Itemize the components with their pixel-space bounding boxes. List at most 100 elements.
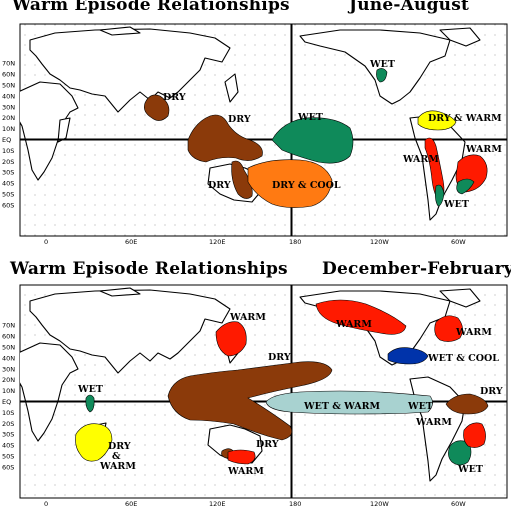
lat-tick-label: 20N — [2, 114, 15, 122]
lat-tick-label: 50N — [2, 82, 15, 90]
region-wet-central-pacific — [271, 117, 354, 164]
panel1-title-left: Warm Episode Relationships — [12, 0, 290, 15]
label-wet-cool: WET & COOL — [427, 353, 499, 364]
lat-tick-label: EQ — [2, 136, 11, 144]
lat-tick-label: 10N — [2, 387, 15, 395]
region-warm-alaska — [315, 299, 407, 335]
lat-tick-label: 50S — [2, 453, 14, 461]
panel2-lon-labels: 0 60E 120E 180 120W 60W — [44, 500, 466, 508]
dry-warm-line3: WARM — [99, 461, 136, 472]
region-wet-us — [376, 68, 388, 83]
label-dry-cool: DRY & COOL — [272, 180, 341, 191]
lat-tick-label: 10S — [2, 147, 14, 155]
label-warm-canada: WARM — [455, 327, 492, 338]
label-dry-warm: DRY & WARM — [428, 113, 502, 124]
lon-tick-label: 60W — [451, 238, 466, 246]
lon-tick-label: 120W — [370, 500, 389, 508]
region-wet-east-africa — [85, 394, 95, 413]
lat-tick-label: 40N — [2, 354, 15, 362]
panel2-frame — [19, 284, 508, 499]
region-wet-sa — [448, 440, 472, 466]
label-warm-south-australia: WARM — [227, 466, 264, 477]
lat-tick-label: 60S — [2, 201, 14, 209]
label-wet-us: WET — [369, 59, 395, 70]
region-dry-australia-east — [231, 160, 253, 199]
label-dry-south-australia: DRY — [256, 439, 279, 450]
label-dry-pacific: DRY — [268, 352, 291, 363]
lat-tick-label: 70N — [2, 60, 15, 68]
region-warm-japan — [215, 321, 247, 357]
lat-tick-label: 50N — [2, 344, 15, 352]
region-dry-warm-central-america — [417, 110, 457, 131]
lat-tick-label: 60N — [2, 71, 15, 79]
lon-tick-label: 180 — [289, 238, 301, 246]
lat-tick-label: 30N — [2, 103, 15, 111]
region-dry-india — [144, 94, 170, 121]
lon-tick-label: 120E — [209, 238, 226, 246]
lat-tick-label: 60N — [2, 333, 15, 341]
lat-tick-label: 40S — [2, 442, 14, 450]
label-dry-warm-south-africa: DRY & WARM — [99, 441, 136, 472]
dry-warm-line2: & — [112, 451, 121, 462]
panel1-frame — [19, 23, 508, 237]
label-dry-indonesia: DRY — [228, 114, 251, 125]
panel2-title-left: Warm Episode Relationships — [10, 259, 288, 279]
region-warm-sa — [463, 422, 486, 448]
lon-tick-label: 0 — [44, 238, 48, 246]
lat-tick-label: 40S — [2, 180, 14, 188]
label-dry-sa: DRY — [480, 386, 503, 397]
lon-tick-label: 60W — [451, 500, 466, 508]
label-dry-australia: DRY — [208, 180, 231, 191]
lat-tick-label: 10N — [2, 125, 15, 133]
lat-tick-label: 30N — [2, 365, 15, 373]
panel1-title-right: June-August — [349, 0, 470, 15]
label-wet-warm: WET & WARM — [303, 401, 380, 412]
lon-tick-label: 120W — [370, 238, 389, 246]
region-dry-indonesia — [187, 114, 263, 163]
panel1-lat-labels: 70N 60N 50N 40N 30N 20N 10N EQ 10S 20S 30S 40S 50S 60… — [2, 60, 15, 210]
region-dry-indonesia-pacific — [167, 361, 333, 441]
region-warm-south-australia — [227, 449, 256, 465]
lat-tick-label: 20S — [2, 420, 14, 428]
region-wet-southern-sa — [435, 178, 475, 207]
lat-tick-label: 20S — [2, 158, 14, 166]
lat-tick-label: 30S — [2, 169, 14, 177]
panel1-map: 70N 60N 50N 40N 30N 20N 10N EQ 10S 20S 30S 40S 50S 60… — [2, 23, 508, 246]
panel1-lon-labels: 0 60E 120E 180 120W 60W — [44, 238, 466, 246]
lat-tick-label: EQ — [2, 398, 11, 406]
label-warm-east-sa: WARM — [465, 144, 502, 155]
lon-tick-label: 0 — [44, 500, 48, 508]
region-dry-warm-south-africa — [75, 423, 113, 462]
region-dry-cool-australia — [247, 159, 333, 208]
lon-tick-label: 180 — [289, 500, 301, 508]
label-wet-central-pacific: WET — [297, 112, 323, 123]
panel2-title-right: December-February — [322, 259, 511, 279]
label-wet-southern-sa: WET — [443, 199, 469, 210]
panel2-lat-labels: 70N 60N 50N 40N 30N 20N 10N EQ 10S 20S 30S 40S 50S 60… — [2, 322, 15, 472]
label-dry-india: DRY — [163, 92, 186, 103]
label-wet-sa-eq: WET — [407, 401, 433, 412]
lat-tick-label: 60S — [2, 463, 14, 471]
label-wet-sa: WET — [457, 464, 483, 475]
label-warm-japan: WARM — [229, 312, 266, 323]
lat-tick-label: 30S — [2, 431, 14, 439]
label-warm-sa: WARM — [415, 417, 452, 428]
region-warm-canada — [434, 315, 463, 342]
label-wet-east-africa: WET — [77, 384, 103, 395]
lon-tick-label: 120E — [209, 500, 226, 508]
lat-tick-label: 40N — [2, 92, 15, 100]
dry-warm-line1: DRY — [108, 441, 131, 452]
lat-tick-label: 10S — [2, 409, 14, 417]
lon-tick-label: 60E — [125, 238, 137, 246]
lat-tick-label: 70N — [2, 322, 15, 330]
lat-tick-label: 20N — [2, 376, 15, 384]
panel2-map: 70N 60N 50N 40N 30N 20N 10N EQ 10S 20S 30S 40S 50S 60… — [2, 284, 508, 508]
region-dry-sa — [445, 393, 489, 415]
region-wet-cool-gulf — [387, 347, 429, 365]
lat-tick-label: 50S — [2, 191, 14, 199]
label-warm-alaska: WARM — [335, 319, 372, 330]
label-warm-peru: WARM — [402, 154, 439, 165]
region-wet-warm-pacific — [265, 390, 433, 415]
lon-tick-label: 60E — [125, 500, 137, 508]
